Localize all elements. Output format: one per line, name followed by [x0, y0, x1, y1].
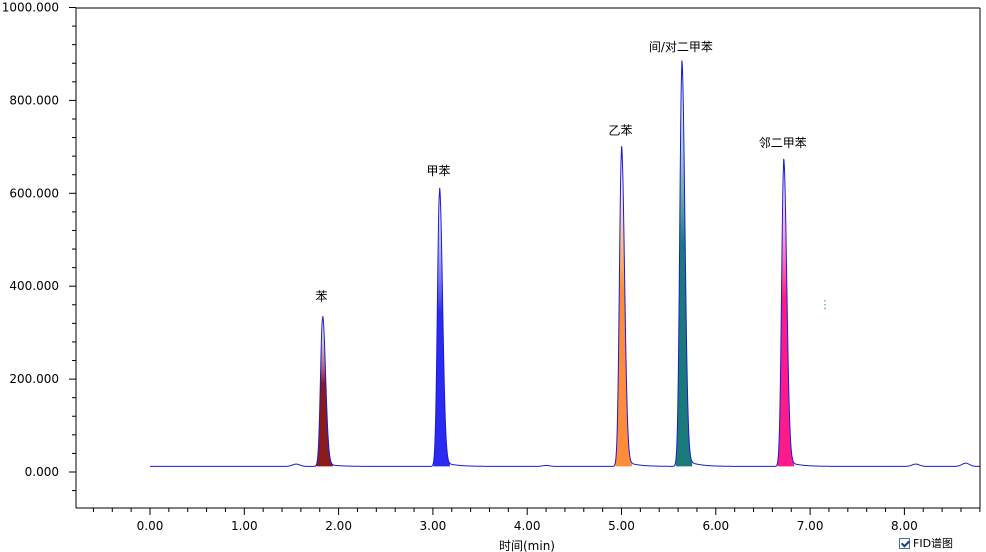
peak-fill — [675, 60, 693, 467]
fid-trace-line — [150, 60, 980, 467]
y-tick-label: 600.000 — [9, 186, 59, 200]
x-tick-label: 7.00 — [797, 519, 824, 533]
peak-label: 乙苯 — [608, 123, 632, 137]
x-tick-label: 4.00 — [514, 519, 541, 533]
peak-label: 苯 — [316, 289, 328, 303]
peak-fill — [433, 187, 450, 467]
peak-label: 邻二甲苯 — [759, 136, 807, 150]
peak-fills — [316, 60, 795, 467]
legend[interactable]: FID谱图 — [899, 535, 953, 551]
fid-checkbox[interactable] — [899, 537, 910, 549]
x-tick-label: 5.00 — [608, 519, 635, 533]
x-tick-label: 6.00 — [702, 519, 729, 533]
x-axis: 0.00 1.00 2.00 3.00 4.00 5.00 6.00 7.00 8.00 — [92, 508, 981, 533]
y-axis: 0.000 200.000 400.000 600.000 800.000 1000.00… — [2, 1, 76, 492]
y-tick-label: 200.000 — [9, 372, 59, 386]
plot-frame — [75, 7, 981, 509]
x-tick-label: 0.00 — [137, 519, 164, 533]
x-tick-label: 2.00 — [325, 519, 352, 533]
x-tick-label: 3.00 — [420, 519, 447, 533]
y-tick-label: 0.000 — [25, 465, 59, 479]
dotted-marker: ⋮ — [820, 298, 831, 311]
y-tick-label: 800.000 — [9, 93, 59, 107]
peak-label: 间/对二甲苯 — [649, 40, 713, 54]
y-tick-label: 1000.000 — [2, 1, 59, 15]
y-tick-label: 400.000 — [9, 279, 59, 293]
x-axis-title: 时间(min) — [499, 539, 555, 552]
peak-fill — [615, 146, 632, 467]
peak-fill — [777, 159, 795, 467]
x-tick-label: 1.00 — [231, 519, 258, 533]
peak-fill — [316, 315, 333, 467]
legend-label: FID谱图 — [913, 537, 954, 550]
x-tick-label: 8.00 — [891, 519, 918, 533]
peak-label: 甲苯 — [426, 164, 450, 178]
